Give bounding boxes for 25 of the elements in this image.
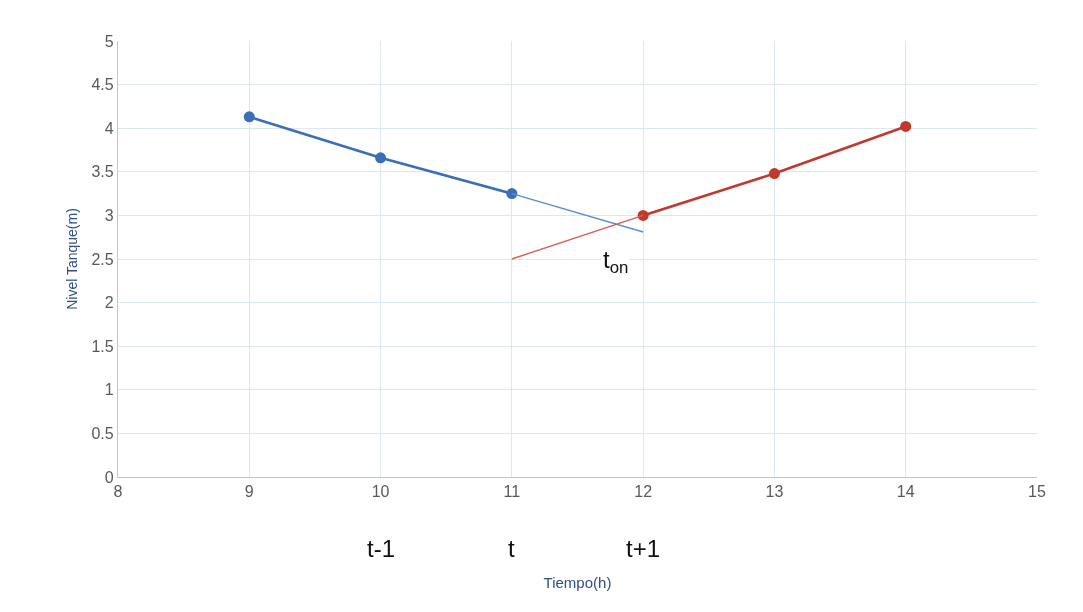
- y-tick-label: 2: [104, 294, 114, 312]
- y-tick-label: 3: [104, 207, 114, 224]
- y-tick-label: 0.5: [91, 425, 114, 442]
- x-tick-label: 9: [244, 483, 254, 501]
- y-tick-label: 4.5: [91, 76, 114, 94]
- y-tick-label: 4: [104, 119, 114, 137]
- annotation: t$_{on}$: [603, 246, 629, 278]
- x-tick-label: 14: [896, 483, 915, 501]
- text: t+1: [626, 535, 661, 562]
- y-axis-title: Nivel Tanque(m): [64, 208, 80, 310]
- text: t-1: [367, 535, 396, 562]
- x-tick-label: 13: [765, 483, 784, 501]
- text: t: [508, 535, 515, 562]
- x-tick-label: 10: [371, 483, 390, 501]
- y-tick-label: 0: [104, 468, 114, 486]
- y-tick-label: 3.5: [91, 163, 114, 181]
- x-tick-label: 12: [634, 483, 653, 501]
- y-tick-label: 2.5: [91, 250, 114, 268]
- y-tick-label: 5: [104, 32, 114, 50]
- x-axis-title: Tiempo(h): [543, 574, 612, 592]
- x-tick-label: 8: [113, 483, 123, 501]
- x-tick-label: 15: [1028, 483, 1046, 501]
- y-tick-label: 1: [104, 381, 114, 399]
- y-tick-label: 1.5: [91, 337, 114, 355]
- x-tick-label: 11: [503, 483, 521, 501]
